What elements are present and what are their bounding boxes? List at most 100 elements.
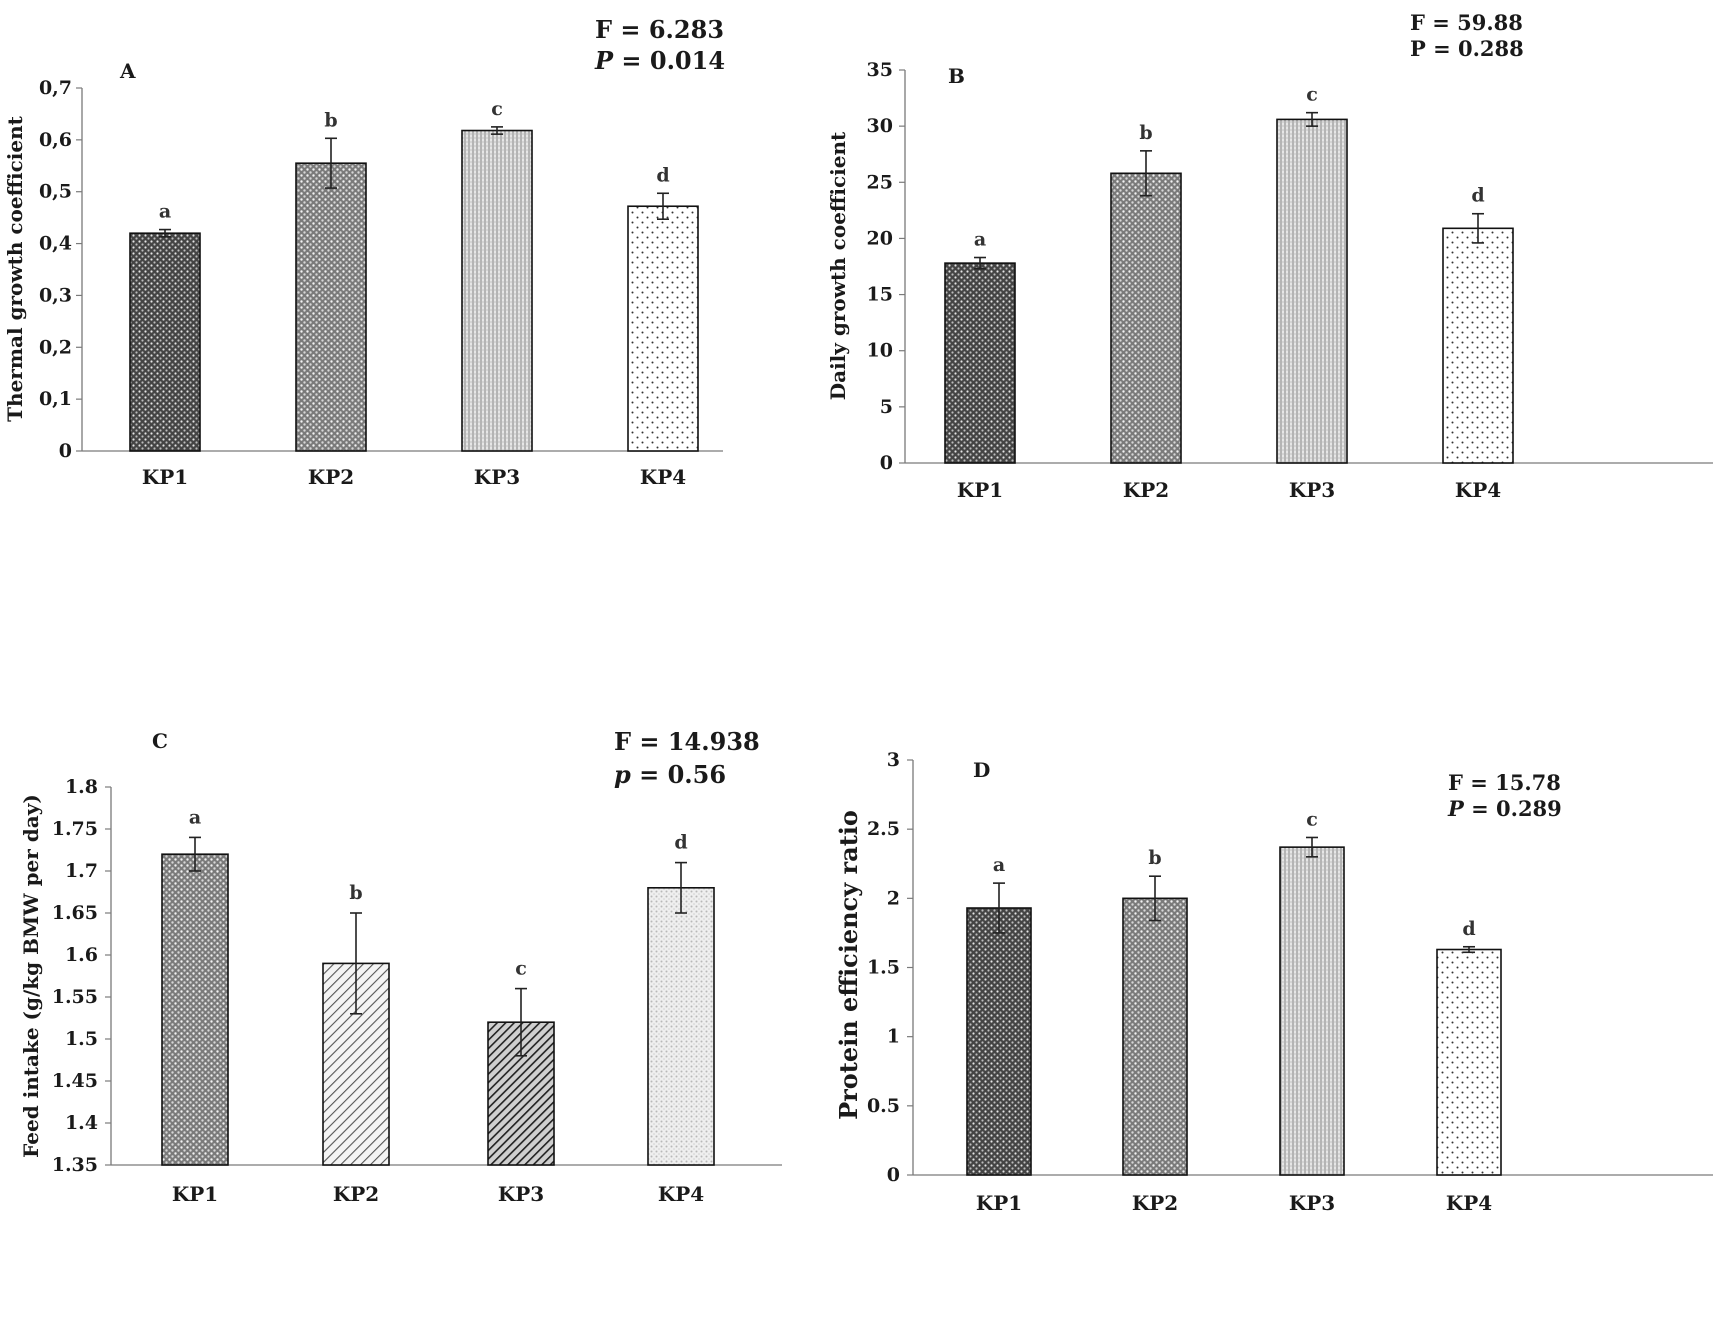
panel-a-p-stat: P = 0.014	[594, 46, 725, 75]
panel-d-bar-kp3	[1279, 846, 1345, 1176]
panel-a-y-tick-label: 0,4	[39, 233, 72, 255]
panel-a-f-stat: F = 6.283	[595, 15, 724, 44]
panel-b-y-tick-label: 0	[880, 452, 893, 474]
panel-a-plot: 0 0,1 0,2 0,3 0,4 0,5 0,6 0,7 a KP1 b KP2 c KP3 d KP4	[39, 77, 723, 489]
panel-a-significance-letter: c	[491, 98, 503, 120]
panel-d-plot: 0 0.5 1 1.5 2 2.5 3 a KP1 b KP2 c KP3 d KP4	[867, 749, 1713, 1215]
panel-d-category-label: KP1	[976, 1191, 1022, 1215]
panel-b-category-label: KP3	[1289, 478, 1335, 502]
panel-b-y-tick-label: 30	[867, 115, 893, 137]
panel-a: A F = 6.283 P = 0.014 Thermal growth coe…	[3, 15, 725, 489]
panel-c-y-axis-title: Feed intake (g/kg BMW per day)	[19, 794, 43, 1158]
panel-c-significance-letter: b	[349, 882, 362, 904]
panel-d-y-tick-label: 2.5	[867, 818, 900, 840]
panel-d-y-tick-label: 1	[887, 1026, 900, 1048]
panel-a-y-tick-label: 0	[59, 440, 72, 462]
panel-d-significance-letter: d	[1462, 918, 1475, 940]
panel-c: C F = 14.938 p = 0.56 Feed intake (g/kg …	[19, 727, 782, 1206]
panel-c-y-tick-label: 1.5	[65, 1028, 98, 1050]
panel-c-plot: 1.35 1.4 1.45 1.5 1.55 1.6 1.65 1.7 1.75 1.8 a KP1 b…	[52, 776, 782, 1206]
panel-d-y-tick-label: 2	[887, 887, 900, 909]
panel-c-category-label: KP4	[658, 1182, 704, 1206]
panel-b-letter: B	[948, 64, 965, 88]
panel-d-category-label: KP2	[1132, 1191, 1178, 1215]
panel-a-y-tick-label: 0,7	[39, 77, 72, 99]
panel-d-bar-kp4	[1436, 948, 1502, 1176]
panel-a-category-label: KP3	[474, 465, 520, 489]
panel-a-letter: A	[119, 59, 136, 83]
panel-c-y-tick-label: 1.7	[65, 860, 98, 882]
panel-b-category-label: KP4	[1455, 478, 1501, 502]
panel-d-bar-kp1	[966, 907, 1032, 1176]
panel-c-y-tick-label: 1.6	[65, 944, 98, 966]
panel-a-significance-letter: a	[159, 201, 171, 223]
panel-c-letter: C	[152, 729, 168, 753]
panel-c-significance-letter: a	[189, 806, 201, 828]
panel-b-bar-kp1	[944, 262, 1016, 464]
panel-d-letter: D	[973, 758, 990, 782]
panel-b-significance-letter: a	[974, 229, 986, 251]
panel-d-bar-kp2	[1122, 897, 1188, 1176]
panel-c-category-label: KP1	[172, 1182, 218, 1206]
panel-b-bar-kp3	[1276, 118, 1348, 464]
panel-a-y-tick-label: 0,3	[39, 284, 72, 306]
panel-b-y-tick-label: 10	[867, 340, 893, 362]
panel-b-category-label: KP2	[1123, 478, 1169, 502]
panel-a-bar-kp1	[129, 232, 201, 452]
panel-d-y-axis-title: Protein efficiency ratio	[834, 810, 863, 1120]
panel-b-bar-kp4	[1442, 227, 1514, 464]
panel-b-significance-letter: b	[1139, 122, 1152, 144]
panel-a-bar-kp4	[627, 205, 699, 452]
panel-a-significance-letter: d	[656, 164, 669, 186]
panel-c-bar-kp1	[161, 853, 229, 1166]
panel-a-category-label: KP4	[640, 465, 686, 489]
panel-b-y-axis-title: Daily growth coefficient	[826, 131, 850, 400]
panel-a-bar-kp3	[461, 129, 533, 452]
panel-a-y-axis-title: Thermal growth coefficient	[3, 115, 27, 421]
panel-d-f-stat: F = 15.78	[1448, 770, 1561, 795]
panel-b-y-tick-label: 15	[867, 284, 893, 306]
panel-b-category-label: KP1	[957, 478, 1003, 502]
panel-b-bar-kp2	[1110, 172, 1182, 464]
panel-a-category-label: KP1	[142, 465, 188, 489]
panel-c-bar-kp4	[647, 886, 715, 1166]
panel-b: B F = 59.88 P = 0.288 Daily growth coeff…	[826, 10, 1713, 502]
panel-c-y-tick-label: 1.55	[52, 986, 98, 1008]
panel-b-significance-letter: d	[1471, 185, 1484, 207]
panel-a-significance-letter: b	[324, 109, 337, 131]
panel-d-y-tick-label: 0	[887, 1164, 900, 1186]
panel-d-category-label: KP4	[1446, 1191, 1492, 1215]
panel-c-y-tick-label: 1.8	[65, 776, 98, 798]
panel-b-y-tick-label: 5	[880, 396, 893, 418]
panel-c-y-tick-label: 1.4	[65, 1112, 98, 1134]
panel-d-significance-letter: a	[993, 854, 1005, 876]
panel-d-significance-letter: b	[1148, 847, 1161, 869]
panel-a-y-tick-label: 0,5	[39, 181, 72, 203]
panel-d: D F = 15.78 P = 0.289 Protein efficiency…	[834, 749, 1713, 1215]
panel-b-f-stat: F = 59.88	[1410, 10, 1523, 35]
panel-d-category-label: KP3	[1289, 1191, 1335, 1215]
panel-d-y-tick-label: 3	[887, 749, 900, 771]
panel-c-y-tick-label: 1.45	[52, 1070, 98, 1092]
panel-a-y-tick-label: 0,6	[39, 129, 72, 151]
panel-a-y-tick-label: 0,1	[39, 388, 72, 410]
panel-b-significance-letter: c	[1306, 84, 1318, 106]
panel-c-f-stat: F = 14.938	[614, 727, 760, 756]
panel-c-y-tick-label: 1.75	[52, 818, 98, 840]
panel-c-category-label: KP3	[498, 1182, 544, 1206]
panel-a-bar-kp2	[295, 162, 367, 452]
panel-c-category-label: KP2	[333, 1182, 379, 1206]
panel-c-significance-letter: c	[515, 958, 527, 980]
panel-c-y-tick-label: 1.35	[52, 1154, 98, 1176]
panel-d-y-tick-label: 1.5	[867, 957, 900, 979]
panel-c-p-stat: p = 0.56	[614, 760, 726, 789]
panel-c-significance-letter: d	[674, 832, 687, 854]
panel-c-y-tick-label: 1.65	[52, 902, 98, 924]
panel-b-y-tick-label: 20	[867, 227, 893, 249]
panel-b-y-tick-label: 35	[867, 59, 893, 81]
panel-a-y-tick-label: 0,2	[39, 336, 72, 358]
panel-d-y-tick-label: 0.5	[867, 1095, 900, 1117]
panel-b-y-tick-label: 25	[867, 171, 893, 193]
panel-d-significance-letter: c	[1306, 808, 1318, 830]
